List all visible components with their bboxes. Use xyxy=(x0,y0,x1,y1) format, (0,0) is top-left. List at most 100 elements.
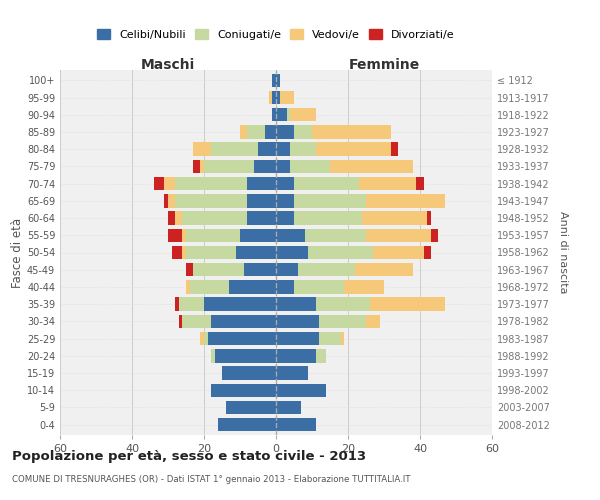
Bar xyxy=(431,228,438,242)
Y-axis label: Anni di nascita: Anni di nascita xyxy=(558,211,568,294)
Bar xyxy=(229,280,276,293)
Bar xyxy=(222,366,276,380)
Bar xyxy=(168,212,175,225)
Bar xyxy=(200,332,204,345)
Bar xyxy=(211,349,215,362)
Bar xyxy=(175,177,247,190)
Bar xyxy=(366,314,380,328)
Text: Femmine: Femmine xyxy=(349,58,419,71)
Bar xyxy=(247,194,276,207)
Bar xyxy=(294,212,362,225)
Bar xyxy=(290,160,330,173)
Bar xyxy=(272,108,276,122)
Bar xyxy=(276,349,316,362)
Bar xyxy=(319,314,366,328)
Bar xyxy=(179,298,204,311)
Bar xyxy=(298,263,355,276)
Bar xyxy=(344,280,384,293)
Bar xyxy=(168,194,175,207)
Bar xyxy=(276,74,280,87)
Bar xyxy=(290,108,316,122)
Bar xyxy=(211,314,276,328)
Bar xyxy=(186,280,190,293)
Bar xyxy=(276,298,316,311)
Bar xyxy=(276,400,301,414)
Bar xyxy=(355,263,413,276)
Bar xyxy=(186,228,240,242)
Bar xyxy=(276,228,305,242)
Bar xyxy=(175,298,179,311)
Bar xyxy=(362,212,427,225)
Bar xyxy=(175,194,247,207)
Bar xyxy=(204,332,208,345)
Bar xyxy=(276,212,294,225)
Bar xyxy=(330,160,413,173)
Legend: Celibi/Nubili, Coniugati/e, Vedovi/e, Divorziati/e: Celibi/Nubili, Coniugati/e, Vedovi/e, Di… xyxy=(93,24,459,44)
Bar xyxy=(208,332,276,345)
Bar xyxy=(254,160,276,173)
Bar xyxy=(247,212,276,225)
Bar xyxy=(272,91,276,104)
Bar xyxy=(172,246,182,259)
Bar xyxy=(316,349,326,362)
Bar xyxy=(276,160,290,173)
Text: Popolazione per età, sesso e stato civile - 2013: Popolazione per età, sesso e stato civil… xyxy=(12,450,366,463)
Bar xyxy=(308,246,373,259)
Bar xyxy=(164,194,168,207)
Bar xyxy=(305,228,366,242)
Bar xyxy=(164,177,175,190)
Bar xyxy=(186,246,236,259)
Bar xyxy=(168,228,182,242)
Bar xyxy=(258,142,276,156)
Bar xyxy=(276,91,280,104)
Bar xyxy=(276,194,294,207)
Bar xyxy=(226,400,276,414)
Bar xyxy=(316,298,370,311)
Bar xyxy=(182,314,211,328)
Bar xyxy=(182,212,247,225)
Bar xyxy=(370,298,445,311)
Bar xyxy=(186,263,193,276)
Bar xyxy=(276,384,326,397)
Bar xyxy=(280,91,294,104)
Bar xyxy=(240,126,247,138)
Bar xyxy=(316,142,391,156)
Bar xyxy=(204,160,254,173)
Bar xyxy=(427,212,431,225)
Bar xyxy=(154,177,164,190)
Bar xyxy=(276,126,294,138)
Bar xyxy=(359,177,416,190)
Bar xyxy=(373,246,424,259)
Bar xyxy=(276,314,319,328)
Bar xyxy=(215,349,276,362)
Bar xyxy=(193,263,244,276)
Bar xyxy=(276,366,308,380)
Bar xyxy=(265,126,276,138)
Bar xyxy=(218,418,276,432)
Bar xyxy=(366,194,445,207)
Bar xyxy=(312,126,391,138)
Bar xyxy=(276,246,308,259)
Bar xyxy=(276,108,287,122)
Bar xyxy=(182,246,186,259)
Y-axis label: Fasce di età: Fasce di età xyxy=(11,218,24,288)
Bar xyxy=(276,177,294,190)
Bar xyxy=(276,332,319,345)
Bar xyxy=(294,194,366,207)
Bar xyxy=(244,263,276,276)
Bar xyxy=(294,126,312,138)
Text: COMUNE DI TRESNURAGHES (OR) - Dati ISTAT 1° gennaio 2013 - Elaborazione TUTTITAL: COMUNE DI TRESNURAGHES (OR) - Dati ISTAT… xyxy=(12,475,410,484)
Bar xyxy=(341,332,344,345)
Bar xyxy=(200,160,204,173)
Bar xyxy=(193,142,211,156)
Bar xyxy=(190,280,229,293)
Bar xyxy=(247,177,276,190)
Bar xyxy=(204,298,276,311)
Bar xyxy=(211,384,276,397)
Bar xyxy=(269,91,272,104)
Bar xyxy=(182,228,186,242)
Bar xyxy=(287,108,290,122)
Bar xyxy=(175,212,182,225)
Bar xyxy=(240,228,276,242)
Bar xyxy=(179,314,182,328)
